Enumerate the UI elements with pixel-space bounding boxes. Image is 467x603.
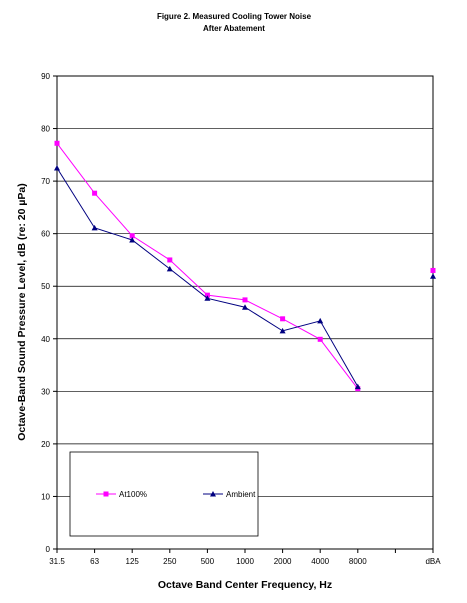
y-tick-label: 90	[41, 72, 50, 81]
data-point-ambient	[91, 224, 98, 231]
series-layer	[54, 140, 436, 392]
legend-label-ambient: Ambient	[226, 490, 256, 499]
data-point-ambient	[317, 317, 324, 324]
x-tick-label: 8000	[349, 557, 367, 566]
data-point-at100	[92, 190, 98, 196]
y-axis-title: Octave-Band Sound Pressure Level, dB (re…	[16, 183, 28, 441]
y-tick-label: 40	[41, 335, 50, 344]
data-point-ambient	[279, 327, 286, 334]
x-axis-ticks: 31.5 63 125 250 500 1000 2000 4000 8000 dBA	[49, 549, 441, 566]
series-ambient	[54, 164, 436, 390]
data-point-at100	[129, 233, 135, 239]
data-point-at100	[242, 297, 248, 303]
legend-marker-at100	[103, 491, 109, 497]
y-tick-label: 10	[41, 492, 50, 501]
y-tick-label: 0	[46, 545, 51, 554]
chart-title-line1: Figure 2. Measured Cooling Tower Noise	[157, 12, 312, 21]
data-point-ambient	[54, 164, 60, 171]
y-tick-label: 80	[41, 125, 50, 134]
y-tick-label: 70	[41, 177, 50, 186]
x-tick-label: 250	[163, 557, 177, 566]
legend: At100% Ambient	[69, 451, 259, 537]
x-tick-label: 31.5	[49, 557, 65, 566]
data-point-ambient	[430, 273, 436, 279]
x-tick-label: 1000	[236, 557, 254, 566]
chart-title-line2: After Abatement	[203, 24, 265, 33]
data-point-at100	[204, 292, 210, 298]
x-tick-label: 63	[90, 557, 99, 566]
data-point-ambient	[204, 295, 211, 301]
y-tick-label: 20	[41, 440, 50, 449]
y-tick-label: 60	[41, 230, 50, 239]
data-point-at100	[167, 257, 173, 263]
x-tick-label: 4000	[311, 557, 329, 566]
data-point-ambient	[242, 304, 248, 310]
data-point-ambient	[354, 383, 361, 390]
data-point-ambient	[129, 236, 136, 243]
data-point-ambient	[166, 265, 173, 272]
x-axis-title: Octave Band Center Frequency, Hz	[158, 579, 332, 591]
data-point-at100	[430, 267, 436, 273]
legend-marker-ambient	[210, 491, 216, 497]
x-tick-label: 2000	[274, 557, 292, 566]
legend-label-at100: At100%	[119, 490, 147, 499]
data-point-at100	[280, 316, 286, 322]
x-tick-label: 500	[201, 557, 215, 566]
y-axis-ticks: 0 10 20 30 40 50 60 70 80 90	[41, 72, 57, 554]
y-tick-label: 50	[41, 282, 50, 291]
data-point-at100	[317, 336, 323, 342]
x-tick-label: dBA	[425, 557, 441, 566]
data-point-at100	[54, 140, 60, 146]
x-tick-label: 125	[126, 557, 140, 566]
y-tick-label: 30	[41, 387, 50, 396]
